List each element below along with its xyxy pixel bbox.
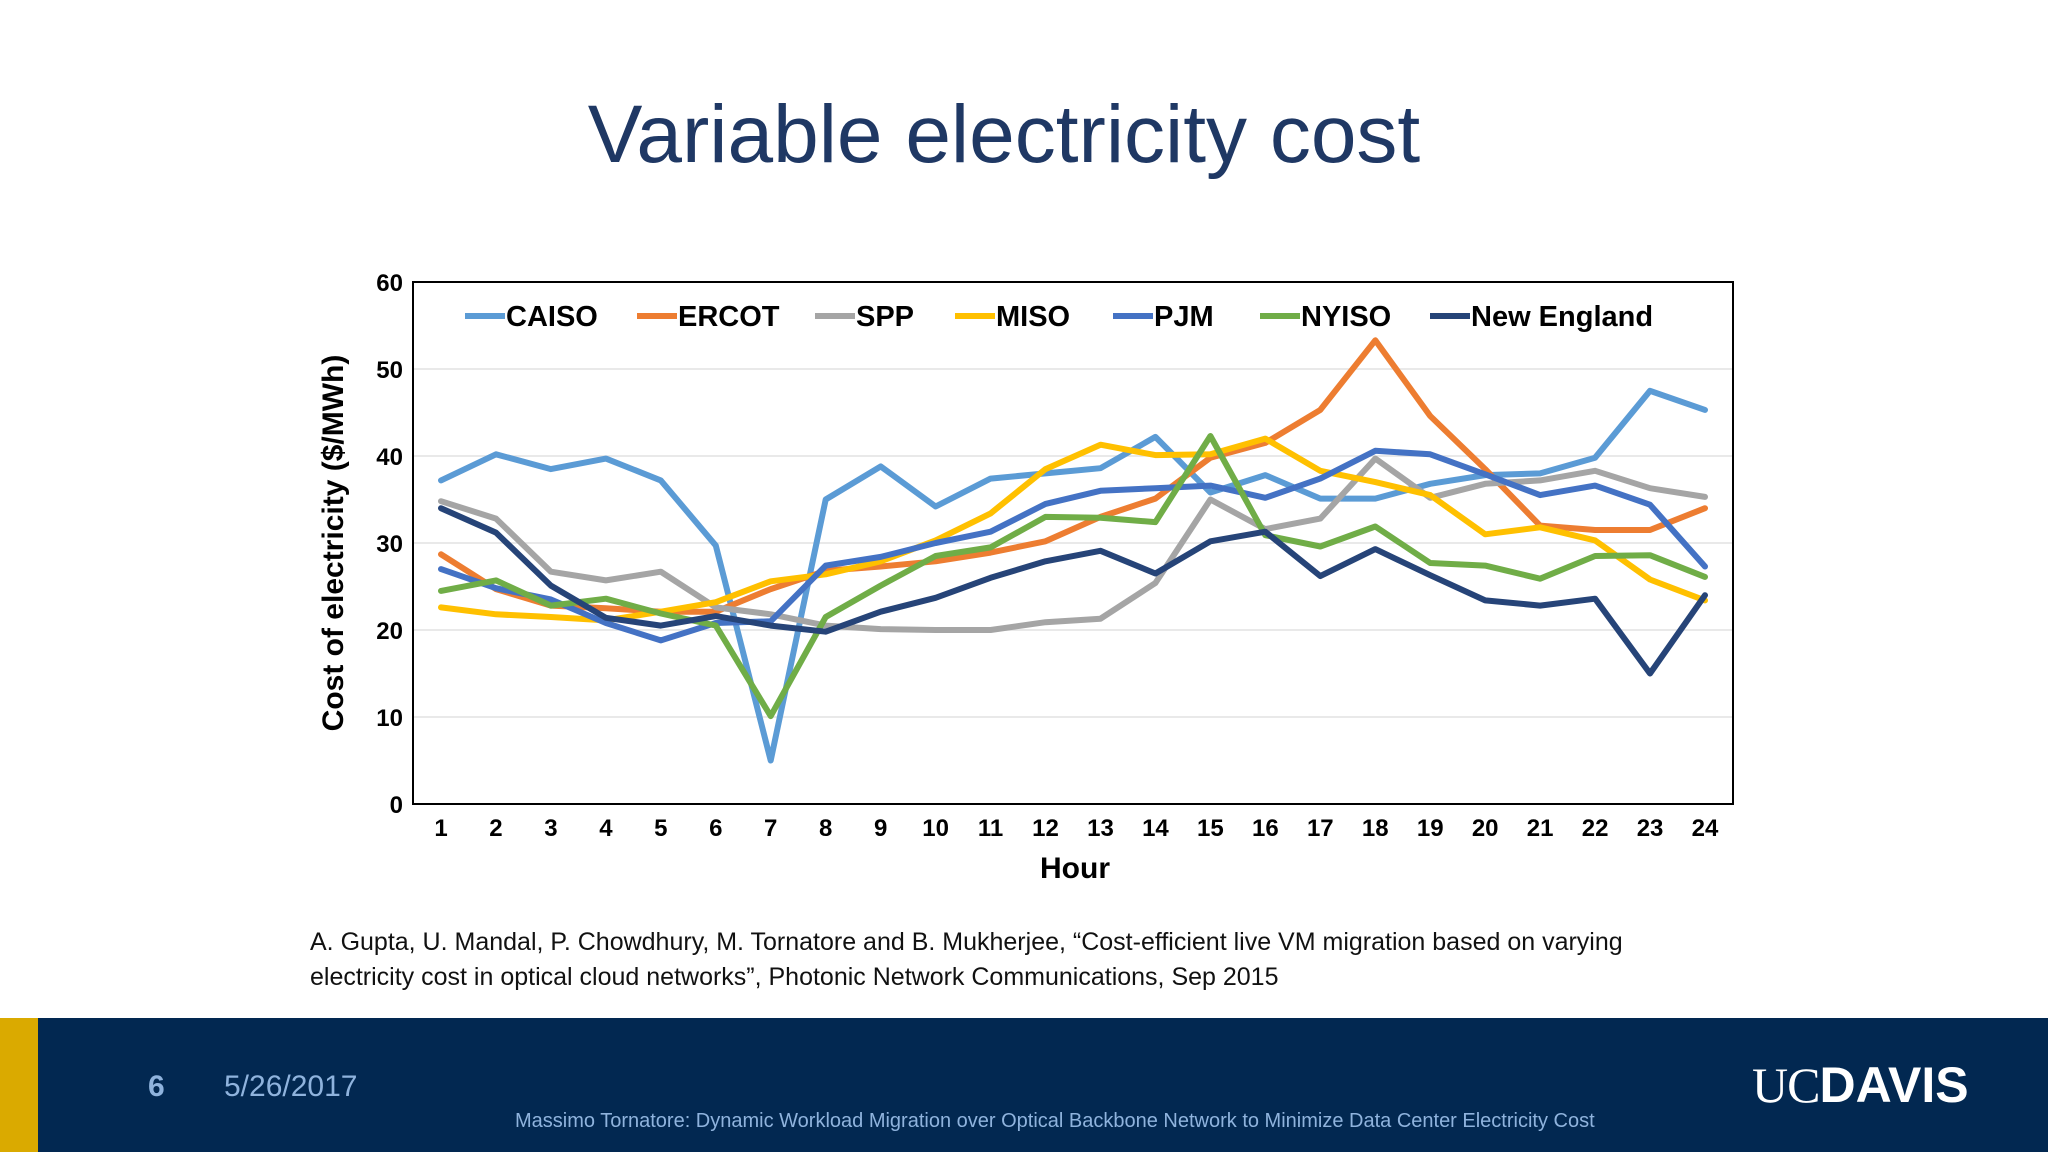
- x-tick-label: 4: [599, 815, 613, 842]
- x-tick-label: 16: [1252, 815, 1279, 842]
- slide-date: 5/26/2017: [224, 1070, 358, 1103]
- x-tick-label: 21: [1527, 815, 1554, 842]
- y-axis-ticks: 0 10 20 30 40 50 60: [376, 270, 403, 819]
- legend: CAISO ERCOT SPP MISO PJM NYISO New England: [465, 301, 1653, 333]
- series-line-spp: [438, 455, 1708, 633]
- y-tick-label: 20: [376, 618, 403, 645]
- x-tick-label: 1: [434, 815, 447, 842]
- footer-bar: 6 5/26/2017 Massimo Tornatore: Dynamic W…: [0, 1018, 2048, 1152]
- y-tick-label: 40: [376, 444, 403, 471]
- x-tick-label: 20: [1472, 815, 1499, 842]
- series-line-new-england: [438, 505, 1708, 677]
- x-tick-label: 22: [1582, 815, 1609, 842]
- series-line-nyiso: [438, 433, 1708, 720]
- legend-item-nyiso: NYISO: [1260, 301, 1391, 333]
- legend-label: PJM: [1154, 301, 1214, 333]
- y-tick-label: 30: [376, 531, 403, 558]
- x-axis-ticks: 1 2 3 4 5 6 7 8 9 10 11 12 13 14 15 16 17 18 19 20 21 22 23 24: [434, 815, 1719, 842]
- legend-item-miso: MISO: [955, 301, 1070, 333]
- ucdavis-logo: UCDAVIS: [1752, 1056, 1969, 1114]
- slide-title: Variable electricity cost: [587, 89, 1421, 180]
- x-tick-label: 5: [654, 815, 667, 842]
- logo-davis: DAVIS: [1819, 1057, 1969, 1113]
- y-tick-label: 60: [376, 270, 403, 297]
- x-tick-label: 6: [709, 815, 722, 842]
- logo-uc: UC: [1752, 1057, 1820, 1113]
- y-tick-label: 50: [376, 357, 403, 384]
- legend-label: SPP: [856, 301, 914, 333]
- x-tick-label: 10: [922, 815, 949, 842]
- gridlines: [413, 368, 1733, 718]
- citation-line-2: electricity cost in optical cloud networ…: [310, 963, 1279, 991]
- legend-label: NYISO: [1301, 301, 1391, 333]
- x-tick-label: 17: [1307, 815, 1334, 842]
- y-axis-label: Cost of electricity ($/MWh): [317, 355, 350, 732]
- x-tick-label: 9: [874, 815, 887, 842]
- x-tick-label: 15: [1197, 815, 1224, 842]
- citation: A. Gupta, U. Mandal, P. Chowdhury, M. To…: [310, 925, 1760, 995]
- x-tick-label: 23: [1637, 815, 1664, 842]
- legend-label: New England: [1471, 301, 1653, 333]
- slide-number: 6: [148, 1070, 165, 1103]
- series-line-pjm: [438, 447, 1708, 644]
- x-tick-label: 24: [1692, 815, 1719, 842]
- y-tick-label: 10: [376, 705, 403, 732]
- x-tick-label: 2: [489, 815, 502, 842]
- x-tick-label: 19: [1417, 815, 1444, 842]
- legend-label: CAISO: [506, 301, 598, 333]
- legend-item-caiso: CAISO: [465, 301, 598, 333]
- x-tick-label: 11: [978, 815, 1003, 842]
- legend-item-pjm: PJM: [1113, 301, 1214, 333]
- x-tick-label: 18: [1362, 815, 1389, 842]
- y-tick-label: 0: [390, 792, 403, 819]
- x-tick-label: 8: [819, 815, 832, 842]
- x-tick-label: 3: [544, 815, 557, 842]
- x-tick-label: 14: [1142, 815, 1169, 842]
- plot-frame: [412, 281, 1734, 805]
- legend-item-new-england: New England: [1430, 301, 1653, 333]
- x-axis-label: Hour: [1040, 852, 1110, 885]
- series-lines: [438, 337, 1708, 764]
- x-tick-label: 7: [764, 815, 777, 842]
- legend-label: MISO: [996, 301, 1070, 333]
- footer-accent-stripe: [0, 1018, 38, 1152]
- legend-item-spp: SPP: [815, 301, 914, 333]
- x-tick-label: 12: [1032, 815, 1059, 842]
- legend-label: ERCOT: [678, 301, 780, 333]
- legend-item-ercot: ERCOT: [637, 301, 780, 333]
- citation-line-1: A. Gupta, U. Mandal, P. Chowdhury, M. To…: [310, 928, 1623, 956]
- footer-text: Massimo Tornatore: Dynamic Workload Migr…: [515, 1110, 1595, 1132]
- x-tick-label: 13: [1087, 815, 1114, 842]
